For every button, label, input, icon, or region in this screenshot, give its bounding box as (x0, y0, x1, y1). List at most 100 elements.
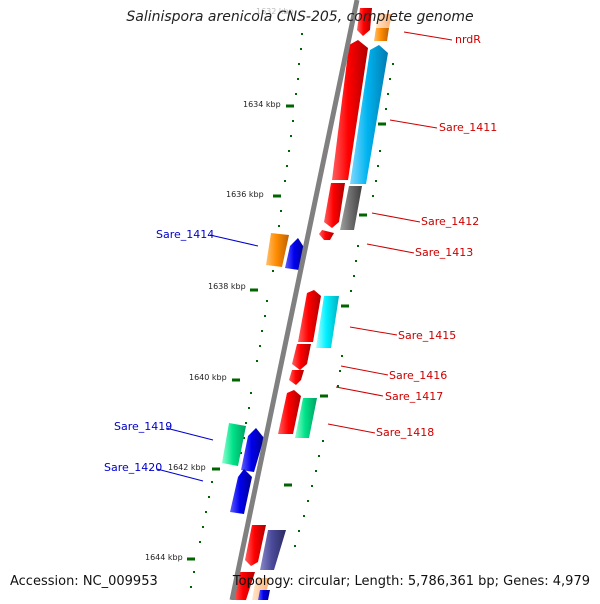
gene-sare-1416[interactable] (292, 344, 311, 370)
tick-label: 1638 kbp (208, 282, 246, 291)
track-dot (355, 260, 357, 262)
callout-line-nrdR (403, 31, 453, 41)
track-dot (387, 93, 389, 95)
gene-labels: nrdR Sare_1411 Sare_1412 Sare_1413 Sare_… (104, 33, 497, 474)
track-dot (375, 180, 377, 182)
gene-sare-1417[interactable] (289, 370, 304, 385)
track-dot (350, 290, 352, 292)
tick-dot (286, 165, 288, 167)
tick-label: 1636 kbp (226, 190, 264, 199)
tick-dot (250, 392, 252, 394)
accession-text: Accession: NC_009953 (10, 574, 158, 589)
gene-nrdR-red[interactable] (357, 8, 372, 36)
tick-dot (193, 571, 195, 573)
gene-label-sare-1419[interactable]: Sare_1419 (114, 420, 172, 433)
gene-sare-1411[interactable] (350, 45, 388, 184)
tick-dot (284, 180, 286, 182)
tick-dot (199, 541, 201, 543)
callout-line-sare-1415 (349, 326, 398, 336)
track-dot (339, 370, 341, 372)
tick-dot (292, 120, 294, 122)
gene-label-sare-1417[interactable]: Sare_1417 (385, 390, 443, 403)
gene-sare-1419-green[interactable] (222, 423, 246, 466)
callout-line-sare-1411 (389, 119, 438, 129)
gene-label-nrdR[interactable]: nrdR (455, 33, 481, 46)
track-dot (298, 530, 300, 532)
tick-dot (261, 330, 263, 332)
tick-dot (301, 33, 303, 35)
tick-dot (248, 407, 250, 409)
gene-label-sare-1418[interactable]: Sare_1418 (376, 426, 434, 439)
gene-track-dots (294, 63, 394, 547)
tick-dot (205, 511, 207, 513)
gene-label-sare-1413[interactable]: Sare_1413 (415, 246, 473, 259)
track-dot (315, 470, 317, 472)
gene-sare-1411-red[interactable] (332, 40, 368, 180)
tick-label: 1642 kbp (168, 463, 206, 472)
gene-label-sare-1416[interactable]: Sare_1416 (389, 369, 447, 382)
tick-labels: 1632 kbp 1634 kbp 1636 kbp 1638 kbp 1640… (145, 7, 294, 562)
gene-sare-1415-red[interactable] (298, 290, 321, 342)
tick-dot (288, 150, 290, 152)
gene-sare-1419[interactable] (241, 428, 264, 472)
tick-dot (259, 345, 261, 347)
gene-label-sare-1414[interactable]: Sare_1414 (156, 228, 214, 241)
tick-dot (295, 93, 297, 95)
gene-sare-1418[interactable] (295, 398, 317, 438)
track-dot (294, 545, 296, 547)
track-dot (385, 108, 387, 110)
tick-dot (298, 63, 300, 65)
gene-sare-1413[interactable] (319, 230, 334, 240)
tick-dot (280, 210, 282, 212)
tick-dot (297, 78, 299, 80)
map-title: Salinispora arenicola CNS-205, complete … (126, 9, 474, 25)
track-dot (379, 150, 381, 152)
callout-line-sare-1420 (156, 468, 204, 482)
track-dot (322, 440, 324, 442)
track-dot (372, 195, 374, 197)
tick-dot (266, 300, 268, 302)
tick-dot (245, 422, 247, 424)
gene-sare-1412-red[interactable] (324, 183, 345, 228)
tick-dot (190, 586, 192, 588)
genome-stats-text: Topology: circular; Length: 5,786,361 bp… (232, 574, 590, 589)
gene-nrdR-peach[interactable] (376, 14, 392, 28)
tick-dot (208, 496, 210, 498)
tick-dot (256, 360, 258, 362)
forward-strand-genes (233, 8, 392, 600)
gene-purple-lower[interactable] (260, 530, 286, 570)
callout-line-sare-1418 (327, 423, 376, 434)
track-dot (303, 515, 305, 517)
gene-sare-1412[interactable] (340, 186, 362, 230)
gene-label-sare-1411[interactable]: Sare_1411 (439, 121, 497, 134)
gene-label-sare-1420[interactable]: Sare_1420 (104, 461, 162, 474)
gene-blue-bottom[interactable] (258, 590, 270, 600)
gene-sare-1415[interactable] (316, 296, 339, 348)
callout-line-sare-1419 (165, 427, 214, 441)
callout-lines (156, 31, 453, 482)
tick-dot (278, 225, 280, 227)
track-dot (353, 275, 355, 277)
tick-label: 1640 kbp (189, 373, 227, 382)
tick-dot (202, 526, 204, 528)
track-dot (377, 165, 379, 167)
track-dot (337, 385, 339, 387)
gene-red-lower[interactable] (245, 525, 266, 566)
callout-line-sare-1414 (209, 234, 259, 247)
callout-line-sare-1412 (371, 212, 421, 223)
tick-track (190, 33, 303, 588)
genome-backbone (229, 0, 360, 601)
gene-label-sare-1412[interactable]: Sare_1412 (421, 215, 479, 228)
gene-sare-1420[interactable] (230, 469, 252, 514)
tick-dot (243, 437, 245, 439)
gene-sare-1418-red[interactable] (278, 390, 301, 434)
gene-label-sare-1415[interactable]: Sare_1415 (398, 329, 456, 342)
gene-nrdR[interactable] (374, 28, 389, 41)
track-dot (357, 245, 359, 247)
track-dot (341, 355, 343, 357)
gene-sare-1414-orange[interactable] (266, 233, 289, 267)
callout-line-sare-1413 (366, 243, 415, 254)
tick-label: 1632 kbp (256, 7, 294, 16)
